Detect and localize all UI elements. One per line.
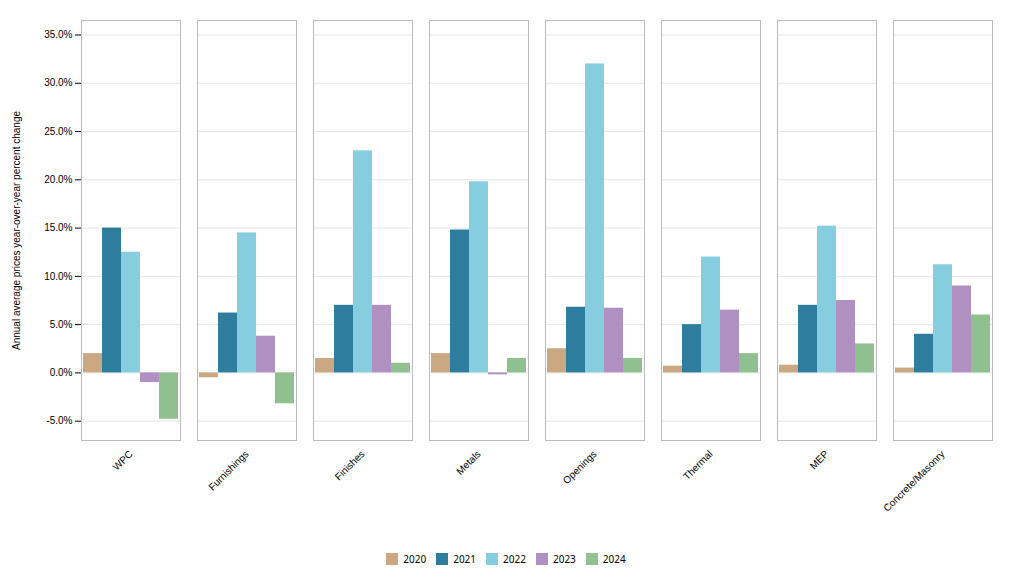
html-text:2022: 2022	[503, 551, 526, 566]
html-text:2024: 2024	[602, 551, 626, 566]
html-text:2020: 2020	[403, 551, 427, 566]
svg-text:MEP: MEP	[808, 448, 831, 471]
svg-text:Annual average prices year-ove: Annual average prices year-over-year per…	[11, 111, 22, 350]
svg-text:5.0%: 5.0%	[50, 319, 73, 330]
svg-text:-5.0%: -5.0%	[46, 415, 72, 426]
svg-text:30.0%: 30.0%	[44, 77, 72, 88]
svg-text:10.0%: 10.0%	[44, 271, 72, 282]
svg-text:20.0%: 20.0%	[44, 174, 72, 185]
html-text:2023: 2023	[552, 551, 576, 566]
svg-text:15.0%: 15.0%	[44, 222, 72, 233]
html-text:2021: 2021	[453, 551, 476, 566]
svg-text:Openings: Openings	[561, 448, 599, 486]
svg-text:Furnishings: Furnishings	[206, 448, 250, 492]
svg-text:Finishes: Finishes	[333, 448, 367, 482]
svg-text:Metals: Metals	[454, 448, 483, 477]
svg-text:WPC: WPC	[110, 448, 134, 472]
svg-text:25.0%: 25.0%	[44, 126, 72, 137]
svg-text:35.0%: 35.0%	[44, 29, 72, 40]
svg-text:Thermal: Thermal	[681, 448, 715, 482]
svg-text:Concrete/Masonry: Concrete/Masonry	[881, 448, 947, 514]
svg-text:0.0%: 0.0%	[50, 367, 73, 378]
